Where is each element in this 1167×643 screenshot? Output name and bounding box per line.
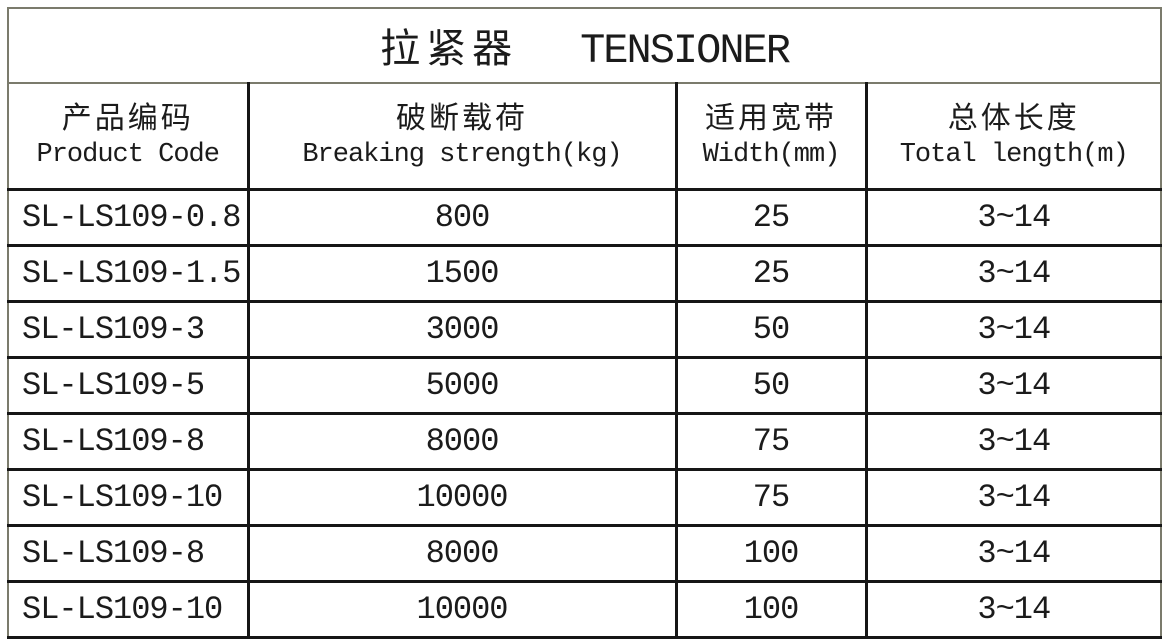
- col-header-width: 适用宽带 Width(mm): [674, 83, 866, 191]
- width-cell: 25: [674, 189, 866, 247]
- width-cell: 25: [674, 245, 866, 303]
- col-header-total-length-cn: 总体长度: [947, 101, 1080, 135]
- breaking-strength-cell: 5000: [246, 357, 676, 415]
- col-header-breaking-strength-en: Breaking strength(kg): [302, 140, 622, 171]
- breaking-strength-cell: 10000: [246, 581, 676, 639]
- breaking-strength-cell: 10000: [246, 469, 676, 527]
- table-row: SL-LS109-3 3000 50 3~14: [8, 301, 1162, 359]
- product-code-cell: SL-LS109-3: [8, 301, 248, 359]
- col-header-product-code: 产品编码 Product Code: [8, 83, 248, 191]
- table-row: SL-LS109-10 10000 75 3~14: [8, 469, 1162, 527]
- col-header-breaking-strength: 破断载荷 Breaking strength(kg): [246, 83, 676, 191]
- table-row: SL-LS109-1.5 1500 25 3~14: [8, 245, 1162, 303]
- title-chinese: 拉紧器: [380, 26, 519, 71]
- breaking-strength-cell: 8000: [246, 413, 676, 471]
- table-row: SL-LS109-8 8000 100 3~14: [8, 525, 1162, 583]
- col-header-total-length-en: Total length(m): [899, 140, 1129, 171]
- col-header-width-en: Width(mm): [702, 140, 841, 171]
- table-title: 拉紧器 TENSIONER: [8, 8, 1162, 84]
- width-cell: 75: [674, 469, 866, 527]
- col-header-total-length: 总体长度 Total length(m): [864, 83, 1162, 191]
- width-cell: 50: [674, 301, 866, 359]
- title-english: TENSIONER: [580, 27, 791, 75]
- total-length-cell: 3~14: [864, 245, 1162, 303]
- width-cell: 75: [674, 413, 866, 471]
- spec-table-body: SL-LS109-0.8 800 25 3~14 SL-LS109-1.5 1500 25 3…: [8, 189, 1162, 639]
- col-header-width-cn: 适用宽带: [705, 101, 837, 135]
- product-code-cell: SL-LS109-8: [8, 413, 248, 471]
- product-code-cell: SL-LS109-0.8: [8, 189, 248, 247]
- title-row: 拉紧器 TENSIONER: [8, 8, 1162, 84]
- table-row: SL-LS109-10 10000 100 3~14: [8, 581, 1162, 639]
- breaking-strength-cell: 8000: [246, 525, 676, 583]
- col-header-product-code-en: Product Code: [36, 140, 220, 171]
- width-cell: 100: [674, 525, 866, 583]
- breaking-strength-cell: 800: [246, 189, 676, 247]
- col-header-product-code-cn: 产品编码: [61, 101, 194, 135]
- table-row: SL-LS109-5 5000 50 3~14: [8, 357, 1162, 415]
- tensioner-spec-table: 拉紧器 TENSIONER 产品编码 Product Code 破断载荷 Brea…: [7, 7, 1163, 639]
- total-length-cell: 3~14: [864, 189, 1162, 247]
- column-header-row: 产品编码 Product Code 破断载荷 Breaking strength…: [8, 83, 1162, 191]
- width-cell: 100: [674, 581, 866, 639]
- breaking-strength-cell: 1500: [246, 245, 676, 303]
- total-length-cell: 3~14: [864, 301, 1162, 359]
- col-header-breaking-strength-cn: 破断载荷: [396, 101, 528, 135]
- total-length-cell: 3~14: [864, 581, 1162, 639]
- total-length-cell: 3~14: [864, 413, 1162, 471]
- table-row: SL-LS109-0.8 800 25 3~14: [8, 189, 1162, 247]
- total-length-cell: 3~14: [864, 357, 1162, 415]
- product-code-cell: SL-LS109-5: [8, 357, 248, 415]
- product-code-cell: SL-LS109-10: [8, 469, 248, 527]
- product-code-cell: SL-LS109-1.5: [8, 245, 248, 303]
- total-length-cell: 3~14: [864, 469, 1162, 527]
- total-length-cell: 3~14: [864, 525, 1162, 583]
- breaking-strength-cell: 3000: [246, 301, 676, 359]
- table-row: SL-LS109-8 8000 75 3~14: [8, 413, 1162, 471]
- product-code-cell: SL-LS109-10: [8, 581, 248, 639]
- product-code-cell: SL-LS109-8: [8, 525, 248, 583]
- width-cell: 50: [674, 357, 866, 415]
